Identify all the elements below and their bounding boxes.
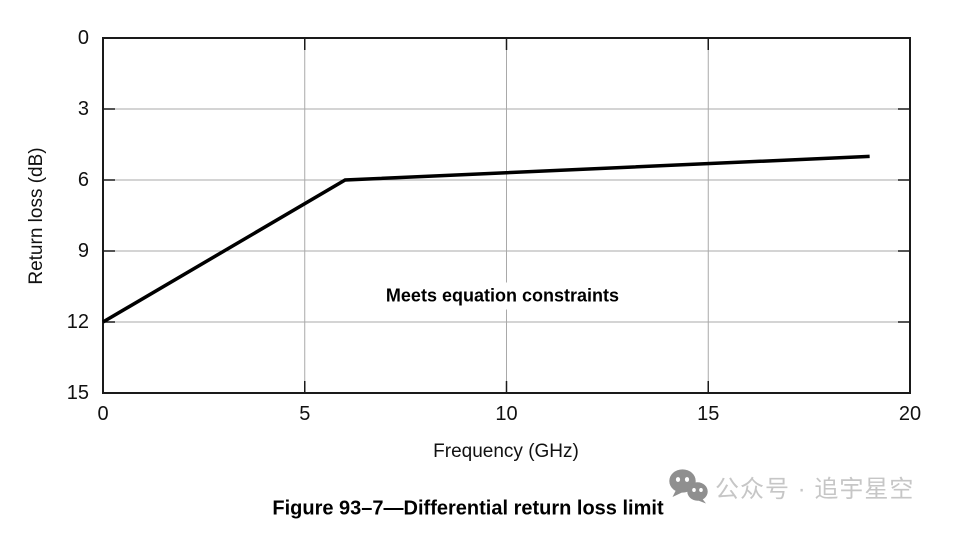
y-tick-label: 6 — [77, 169, 89, 191]
wechat-icon — [669, 469, 708, 504]
watermark-text: 公众号 · 追宇星空 — [715, 476, 915, 503]
y-tick-label: 9 — [77, 240, 89, 262]
return-loss-limit-line — [102, 154, 870, 324]
y-tick-label: 15 — [66, 382, 89, 404]
y-axis-title: Return loss (dB) — [26, 147, 47, 285]
y-tick-label: 12 — [66, 311, 89, 333]
y-tick-label: 0 — [77, 27, 89, 49]
x-tick-label: 5 — [299, 403, 311, 425]
x-tick-label: 0 — [97, 403, 109, 425]
watermark: 公众号 · 追宇星空 — [668, 469, 914, 504]
x-axis-title: Frequency (GHz) — [433, 441, 579, 462]
y-tick-label: 3 — [77, 98, 89, 120]
annotation-meets-constraints: Meets equation constraints — [377, 282, 627, 310]
x-tick-label: 15 — [697, 403, 720, 425]
figure-caption: Figure 93–7—Differential return loss lim… — [272, 497, 664, 520]
x-tick-label: 20 — [898, 403, 922, 425]
x-tick-label: 10 — [495, 403, 518, 425]
